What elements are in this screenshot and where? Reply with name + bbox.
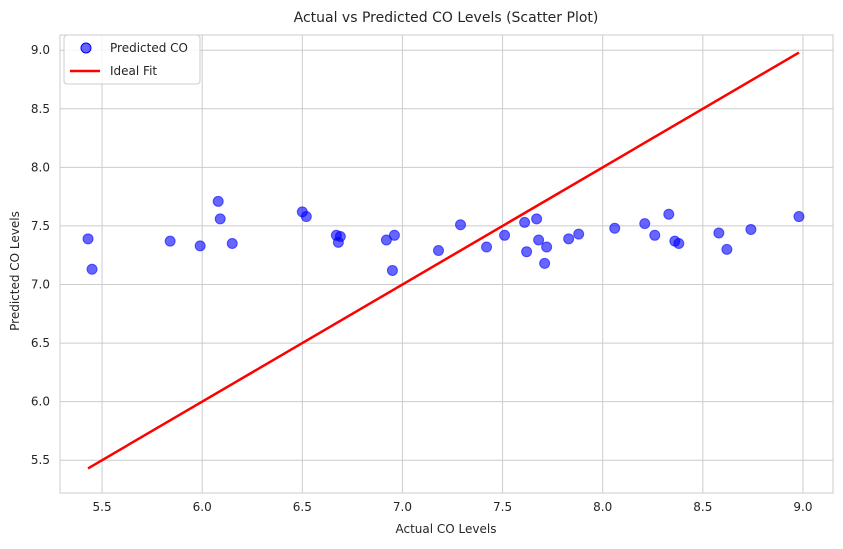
scatter-point (521, 246, 533, 258)
ideal-fit-line (87, 51, 800, 470)
scatter-point (793, 211, 805, 223)
plot-area-frame (59, 34, 834, 494)
x-axis-label: Actual CO Levels (396, 522, 497, 536)
x-tick-label: 8.5 (693, 500, 712, 514)
scatter-point (386, 264, 398, 276)
scatter-point (573, 228, 585, 240)
scatter-point (300, 211, 312, 223)
x-tick-label: 6.5 (293, 500, 312, 514)
scatter-point (713, 227, 725, 239)
scatter-point (499, 229, 511, 241)
scatter-point (539, 257, 551, 269)
x-tick-label: 9.0 (793, 500, 812, 514)
scatter-point (86, 263, 98, 275)
chart-title: Actual vs Predicted CO Levels (Scatter P… (294, 10, 599, 26)
x-tick-label: 6.0 (193, 500, 212, 514)
scatter-point (673, 238, 685, 250)
scatter-point (164, 235, 176, 247)
scatter-point (214, 213, 226, 225)
y-axis-label: Predicted CO Levels (8, 211, 22, 331)
scatter-point (649, 229, 661, 241)
scatter-point (212, 195, 224, 207)
legend: Predicted CO Ideal Fit (63, 34, 201, 85)
scatter-point (531, 213, 543, 225)
scatter-point (519, 216, 531, 228)
x-tick-label: 7.5 (493, 500, 512, 514)
scatter-point (481, 241, 493, 253)
x-tick-label: 7.0 (393, 500, 412, 514)
legend-label-ideal: Ideal Fit (110, 64, 157, 78)
scatter-point (541, 241, 553, 253)
scatter-point (194, 240, 206, 252)
scatter-point (380, 234, 392, 246)
tick-labels: 5.5 6.0 6.5 7.0 7.5 8.0 8.5 9.0 5.5 6.0 6.5 7.0 7.5 8… (31, 43, 813, 514)
scatter-point (663, 208, 675, 220)
scatter-point (334, 230, 346, 242)
x-tick-label: 5.5 (93, 500, 112, 514)
data-series (82, 51, 805, 470)
scatter-point (721, 243, 733, 255)
y-tick-label: 8.0 (31, 160, 50, 174)
y-tick-label: 7.5 (31, 219, 50, 233)
legend-label-predicted: Predicted CO (110, 41, 188, 55)
scatter-point (745, 223, 757, 235)
scatter-point (609, 222, 621, 234)
y-tick-label: 6.0 (31, 395, 50, 409)
legend-scatter-marker (80, 42, 92, 54)
y-tick-label: 5.5 (31, 453, 50, 467)
scatter-point (82, 233, 94, 245)
y-tick-label: 9.0 (31, 43, 50, 57)
scatter-point (563, 233, 575, 245)
x-tick-label: 8.0 (593, 500, 612, 514)
scatter-point (226, 238, 238, 250)
scatter-point (432, 245, 444, 257)
scatter-point (455, 219, 467, 231)
grid-lines (60, 35, 833, 493)
scatter-point (639, 218, 651, 230)
y-tick-label: 8.5 (31, 102, 50, 116)
y-tick-label: 7.0 (31, 277, 50, 291)
scatter-point (388, 229, 400, 241)
y-tick-label: 6.5 (31, 336, 50, 350)
scatter-point (533, 234, 545, 246)
